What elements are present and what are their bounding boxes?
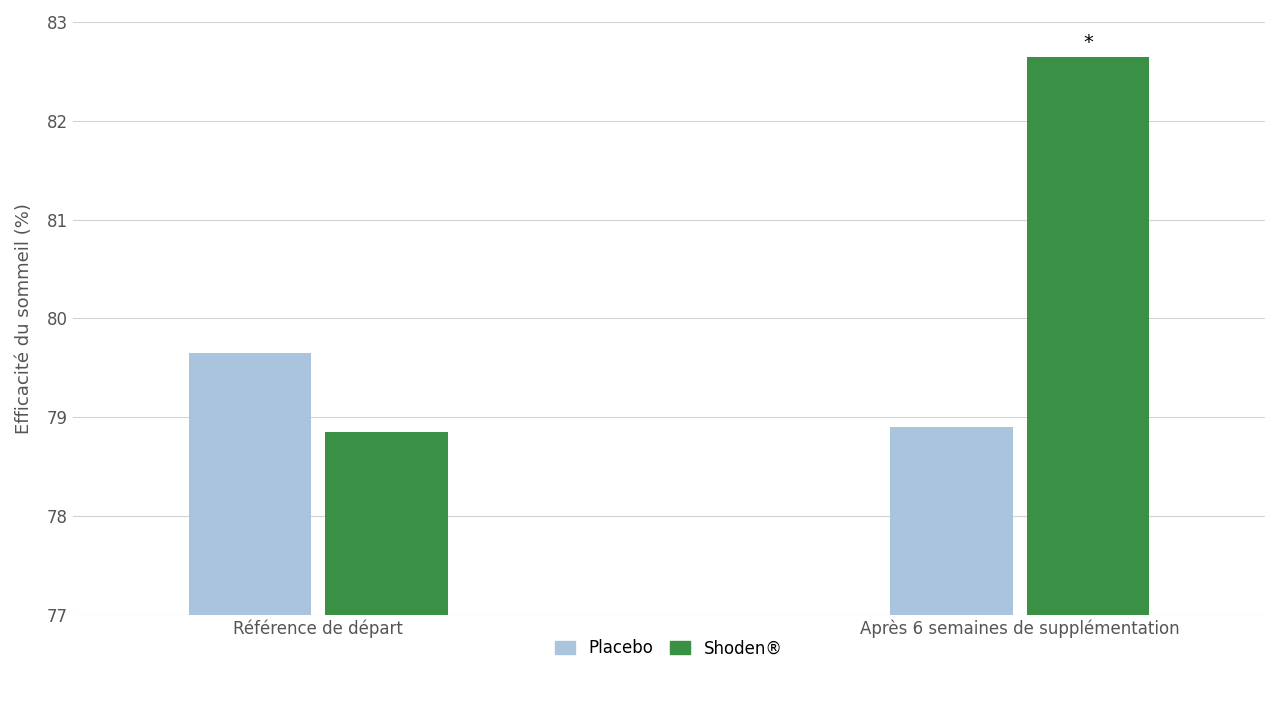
Bar xyxy=(890,427,1012,615)
Y-axis label: Efficacité du sommeil (%): Efficacité du sommeil (%) xyxy=(15,203,33,433)
Text: *: * xyxy=(1083,32,1093,52)
Bar xyxy=(188,353,311,615)
Bar xyxy=(325,432,448,615)
Bar xyxy=(1027,57,1149,615)
Legend: Placebo, Shoden®: Placebo, Shoden® xyxy=(547,631,791,665)
